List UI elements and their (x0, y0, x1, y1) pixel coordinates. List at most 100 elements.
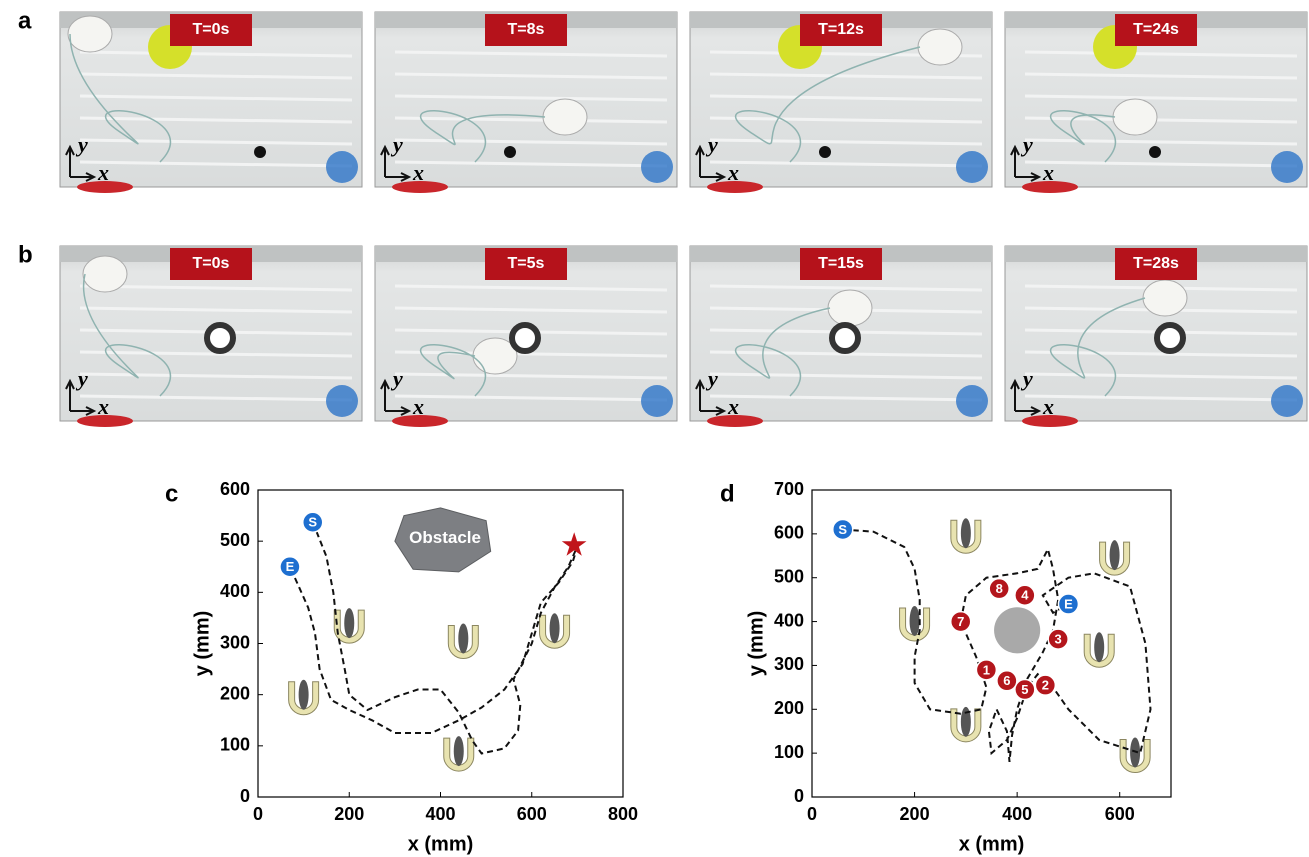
y-tick-label: 0 (240, 786, 250, 806)
robot-body (344, 608, 354, 638)
marker-label: 2 (1042, 678, 1049, 693)
weed (641, 385, 673, 417)
x-tick-label: 0 (807, 804, 817, 824)
panel-label: b (18, 241, 33, 268)
target (254, 146, 266, 158)
x-axis-label: x (mm) (959, 833, 1025, 855)
panel-label: d (720, 480, 735, 507)
robot-body (910, 606, 920, 636)
y-tick-label: 100 (220, 735, 250, 755)
x-axis-label: x (mm) (408, 833, 474, 855)
panel-label: c (165, 480, 178, 507)
weed (641, 151, 673, 183)
time-label: T=15s (818, 255, 864, 272)
axis-x-label: x (1042, 160, 1054, 185)
weed (956, 385, 988, 417)
marker-label: S (308, 515, 317, 530)
figure: a T=0syxT=8syxT=12syxT=24syx b T=0syxT=5syx… (0, 0, 1309, 857)
robot (1143, 280, 1187, 316)
y-tick-label: 200 (220, 683, 250, 703)
y-tick-label: 100 (774, 742, 804, 762)
y-tick-label: 400 (220, 581, 250, 601)
photo-frame: T=0syx (60, 246, 362, 427)
photo-frame: T=28syx (1005, 246, 1307, 427)
marker-label: E (1064, 596, 1073, 611)
weed (956, 151, 988, 183)
marker-label: 1 (983, 662, 990, 677)
weed (326, 385, 358, 417)
target (1149, 146, 1161, 158)
marker-label: 5 (1021, 682, 1028, 697)
y-axis-label: y (mm) (745, 611, 767, 677)
plot-frame (812, 490, 1171, 797)
weed (1271, 385, 1303, 417)
photo-frame: T=24syx (1005, 12, 1307, 193)
axis-x-label: x (412, 394, 424, 419)
axis-x-label: x (97, 394, 109, 419)
robot (83, 256, 127, 292)
target (512, 325, 538, 351)
robot (918, 29, 962, 65)
time-label: T=0s (193, 255, 230, 272)
obstacle-circle (994, 607, 1040, 653)
y-tick-label: 500 (774, 566, 804, 586)
axis-x-label: x (412, 160, 424, 185)
y-tick-label: 400 (774, 610, 804, 630)
target (207, 325, 233, 351)
x-tick-label: 200 (334, 804, 364, 824)
time-label: T=8s (508, 21, 545, 38)
robot (828, 290, 872, 326)
marker-label: S (838, 522, 847, 537)
target (832, 325, 858, 351)
x-tick-label: 600 (517, 804, 547, 824)
panel-label: a (18, 7, 32, 34)
marker-label: E (286, 559, 295, 574)
x-tick-label: 400 (425, 804, 455, 824)
y-tick-label: 500 (220, 530, 250, 550)
axis-x-label: x (97, 160, 109, 185)
weed (326, 151, 358, 183)
robot (543, 99, 587, 135)
y-tick-label: 600 (774, 523, 804, 543)
photo-frame: T=5syx (375, 246, 677, 427)
y-tick-label: 300 (774, 654, 804, 674)
robot-body (1130, 738, 1140, 768)
robot-body (1110, 540, 1120, 570)
time-label: T=0s (193, 21, 230, 38)
x-tick-label: 0 (253, 804, 263, 824)
y-tick-label: 0 (794, 786, 804, 806)
target (1157, 325, 1183, 351)
x-tick-label: 400 (1002, 804, 1032, 824)
time-label: T=24s (1133, 21, 1179, 38)
axis-x-label: x (727, 160, 739, 185)
robot-body (458, 624, 468, 654)
weed (1271, 151, 1303, 183)
photo-frame: T=0syx (60, 12, 362, 193)
y-axis-label: y (mm) (191, 611, 213, 677)
robot (1113, 99, 1157, 135)
robot-body (550, 613, 560, 643)
x-tick-label: 200 (900, 804, 930, 824)
robot-body (1094, 632, 1104, 662)
y-tick-label: 700 (774, 479, 804, 499)
time-label: T=28s (1133, 255, 1179, 272)
robot-body (961, 518, 971, 548)
y-tick-label: 300 (220, 632, 250, 652)
time-label: T=5s (508, 255, 545, 272)
marker-label: 7 (957, 614, 964, 629)
marker-label: 6 (1003, 673, 1010, 688)
x-tick-label: 800 (608, 804, 638, 824)
obstacle-label: Obstacle (409, 528, 481, 547)
robot-body (299, 680, 309, 710)
marker-label: 8 (996, 581, 1003, 596)
axis-x-label: x (1042, 394, 1054, 419)
robot (68, 16, 112, 52)
marker-label: 4 (1021, 588, 1029, 603)
target (819, 146, 831, 158)
x-tick-label: 600 (1105, 804, 1135, 824)
y-tick-label: 200 (774, 698, 804, 718)
robot-body (454, 736, 464, 766)
